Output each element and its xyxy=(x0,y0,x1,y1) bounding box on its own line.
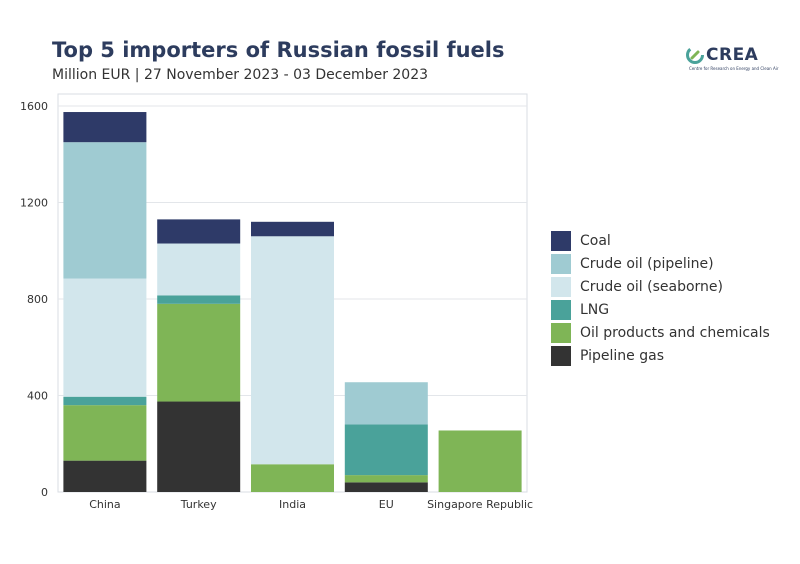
bar-segment xyxy=(251,464,334,492)
legend-label: Crude oil (seaborne) xyxy=(580,278,724,295)
legend-swatch xyxy=(551,230,571,251)
legend-item: Pipeline gas xyxy=(551,344,770,367)
bar-segment xyxy=(157,219,241,244)
bar-segment xyxy=(344,475,428,483)
legend-label: Pipeline gas xyxy=(580,347,664,364)
bar-segment xyxy=(157,303,241,402)
legend-item: LNG xyxy=(551,298,770,321)
chart-legend: Coal Crude oil (pipeline) Crude oil (seabo… xyxy=(551,229,770,367)
x-tick-label: EU xyxy=(379,498,394,511)
bar-segment xyxy=(157,243,241,296)
bar-segment xyxy=(251,221,334,237)
legend-label: Crude oil (pipeline) xyxy=(580,255,714,272)
y-tick-label: 800 xyxy=(27,293,48,306)
chart-title: Top 5 importers of Russian fossil fuels xyxy=(52,38,505,62)
bar-segment xyxy=(438,430,522,492)
bar-segment xyxy=(63,112,147,143)
chart-subtitle: Million EUR | 27 November 2023 - 03 Dece… xyxy=(52,67,429,83)
legend-label: Oil products and chemicals xyxy=(580,324,770,341)
bar-segment xyxy=(63,142,147,279)
bar-segment xyxy=(344,382,428,425)
y-tick-label: 0 xyxy=(41,486,48,499)
y-tick-label: 1200 xyxy=(20,197,48,210)
legend-item: Crude oil (seaborne) xyxy=(551,275,770,298)
legend-item: Coal xyxy=(551,229,770,252)
bar-segment xyxy=(63,405,147,461)
legend-label: Coal xyxy=(580,232,611,249)
bar-segment xyxy=(157,295,241,304)
x-tick-label: Turkey xyxy=(180,498,217,511)
bar-segment xyxy=(344,424,428,476)
legend-label: LNG xyxy=(580,301,610,318)
bar-segment xyxy=(63,460,147,492)
legend-item: Oil products and chemicals xyxy=(551,321,770,344)
crea-tagline: Centre for Research on Energy and Clean … xyxy=(689,66,779,71)
bar-segment xyxy=(157,401,241,492)
legend-swatch xyxy=(551,322,571,343)
legend-swatch xyxy=(551,253,571,274)
x-tick-label: China xyxy=(89,498,120,511)
bar-segment xyxy=(251,236,334,465)
x-tick-label: Singapore Republic xyxy=(427,498,533,511)
bar-segment xyxy=(63,396,147,406)
y-tick-label: 1600 xyxy=(20,100,48,113)
bar-segment xyxy=(63,278,147,397)
crea-wordmark: CREA xyxy=(706,45,759,65)
legend-swatch xyxy=(551,345,571,366)
crea-logo: CREA Centre for Research on Energy and C… xyxy=(686,44,779,78)
x-tick-label: India xyxy=(279,498,306,511)
bar-segment xyxy=(344,482,428,492)
legend-item: Crude oil (pipeline) xyxy=(551,252,770,275)
legend-swatch xyxy=(551,299,571,320)
y-tick-label: 400 xyxy=(27,390,48,403)
legend-swatch xyxy=(551,276,571,297)
crea-logo-icon xyxy=(686,46,704,64)
